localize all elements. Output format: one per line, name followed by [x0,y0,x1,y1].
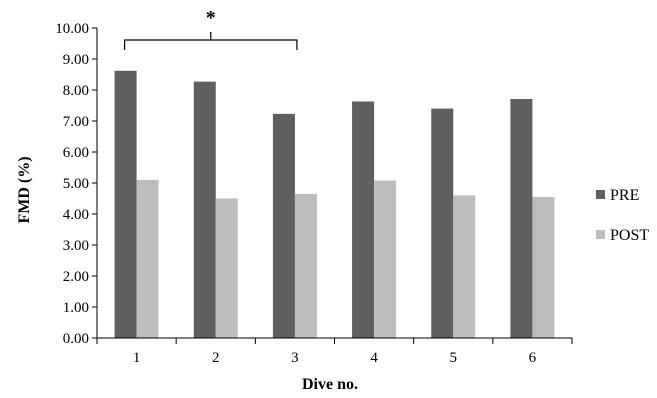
y-tick-label: 8.00 [63,83,89,99]
legend: PRE POST [596,187,649,244]
significance-bracket [123,39,298,50]
legend-label-pre: PRE [610,187,639,204]
bar-post-6 [532,196,555,338]
y-tick-label: 3.00 [63,238,89,254]
axes [96,28,572,339]
bar-pre-6 [510,98,533,339]
bars-group [114,70,555,339]
y-tick-label: 7.00 [63,114,89,130]
y-axis-ticks: 0.00 1.00 2.00 3.00 4.00 5.00 6.00 7.00 8.00 9.00… [55,21,97,347]
x-axis-title: Dive no. [302,376,358,393]
x-tick-label: 2 [212,350,220,366]
x-axis-ticks: 1 2 3 4 5 6 [96,338,573,366]
bar-pre-4 [352,101,375,338]
y-tick-label: 10.00 [55,21,89,37]
x-tick-label: 1 [133,350,141,366]
bar-post-2 [215,198,238,338]
bar-post-5 [453,195,476,338]
bar-pre-1 [114,70,137,338]
y-tick-label: 5.00 [63,176,89,192]
x-tick-label: 3 [291,350,299,366]
x-tick-label: 6 [529,350,537,366]
bar-pre-5 [431,108,454,338]
bar-post-1 [136,179,159,338]
bar-post-4 [374,180,397,338]
bar-pre-3 [272,113,295,339]
y-tick-label: 4.00 [63,207,89,223]
significance-star: * [206,7,216,29]
legend-swatch-post [596,230,605,239]
y-tick-label: 6.00 [63,145,89,161]
y-tick-label: 9.00 [63,52,89,68]
bar-post-3 [294,193,317,338]
y-axis-title: FMD (%) [16,156,33,223]
bar-pre-2 [193,81,216,338]
y-tick-label: 1.00 [63,300,89,316]
y-tick-label: 0.00 [63,331,89,347]
y-tick-label: 2.00 [63,269,89,285]
legend-label-post: POST [610,227,649,244]
legend-swatch-pre [596,190,605,199]
x-tick-label: 5 [450,350,458,366]
x-tick-label: 4 [370,350,378,366]
significance-annotation: * [123,7,298,50]
